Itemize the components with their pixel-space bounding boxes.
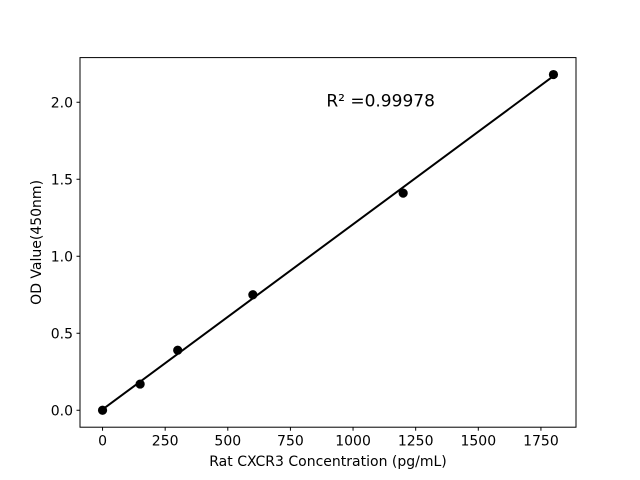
x-tick-label: 1000 bbox=[335, 434, 371, 450]
y-tick-label: 1.0 bbox=[51, 249, 73, 265]
x-axis-label: Rat CXCR3 Concentration (pg/mL) bbox=[209, 454, 447, 470]
x-tick-label: 750 bbox=[277, 434, 304, 450]
data-series bbox=[97, 69, 559, 415]
x-tick-label: 500 bbox=[214, 434, 241, 450]
x-tick-label: 1250 bbox=[398, 434, 434, 450]
data-point bbox=[548, 69, 559, 80]
data-point bbox=[173, 345, 183, 355]
data-point bbox=[135, 379, 145, 389]
plot-area-border bbox=[79, 57, 577, 428]
y-tick-label: 2.0 bbox=[51, 95, 73, 111]
x-tick-label: 1750 bbox=[523, 434, 559, 450]
data-point bbox=[97, 405, 108, 415]
r-squared-annotation: R² =0.99978 bbox=[326, 92, 435, 112]
x-tick-label: 250 bbox=[152, 434, 179, 450]
x-tick-label: 1500 bbox=[460, 434, 496, 450]
y-tick-label: 1.5 bbox=[51, 172, 73, 188]
x-axis-ticks: 0 250 500 750 1000 1250 1500 1750 bbox=[98, 427, 559, 450]
y-tick-label: 0.5 bbox=[51, 326, 73, 342]
annotation-layer: R² =0.99978 bbox=[326, 92, 435, 112]
data-point bbox=[248, 290, 258, 300]
y-axis-ticks: 0.0 0.5 1.0 1.5 2.0 bbox=[51, 95, 80, 419]
data-point bbox=[398, 188, 408, 198]
y-axis-label: OD Value(450nm) bbox=[29, 180, 45, 305]
y-tick-label: 0.0 bbox=[51, 403, 73, 419]
trend-line bbox=[101, 75, 555, 411]
x-tick-label: 0 bbox=[98, 434, 107, 450]
